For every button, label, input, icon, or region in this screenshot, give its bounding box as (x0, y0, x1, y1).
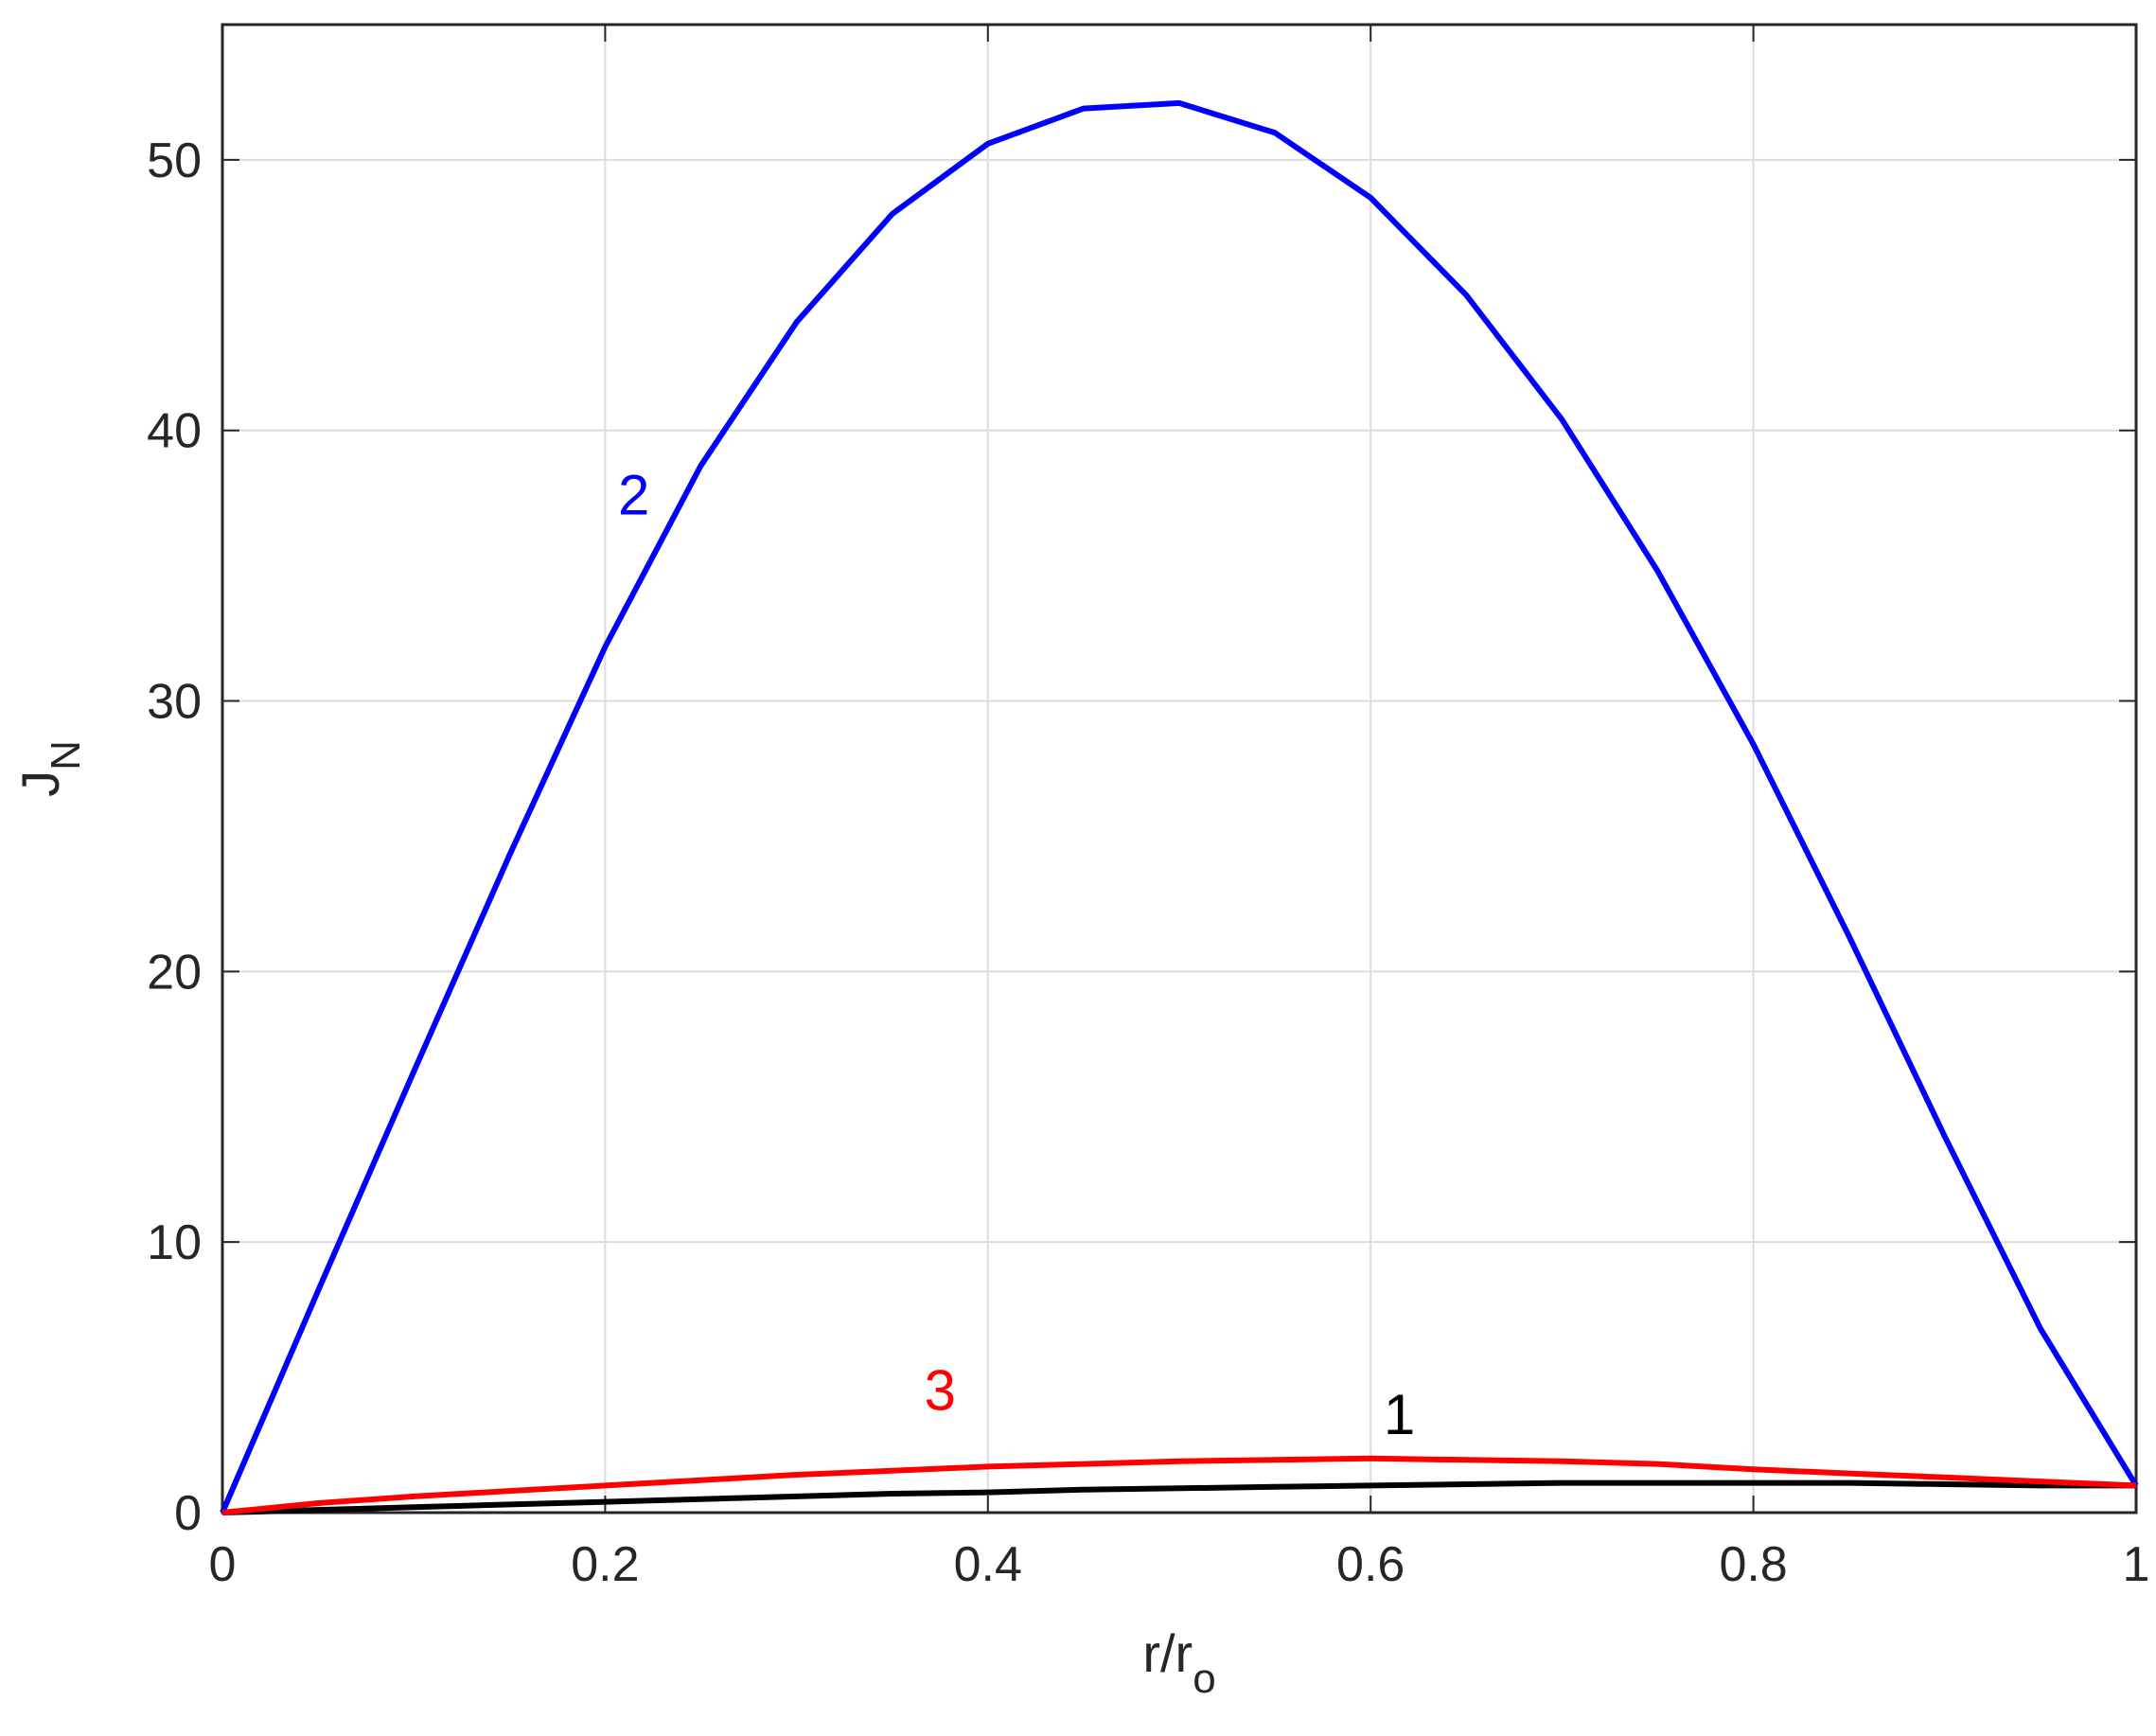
x-tick-label: 0.6 (1336, 1537, 1405, 1592)
y-axis-label-sub: N (43, 740, 89, 771)
x-axis-label-sub: o (1193, 1656, 1215, 1702)
x-axis-label: r/ro (1142, 1623, 1215, 1702)
series-line (220, 99, 2139, 1515)
y-tick-label: 30 (147, 675, 202, 730)
x-tick-label: 0.8 (1719, 1537, 1787, 1592)
y-tick-label: 40 (147, 404, 202, 459)
plot-frame (221, 23, 2138, 1515)
series-line (221, 1479, 2136, 1515)
x-tick-label: 0 (209, 1537, 237, 1592)
annotation: 2 (618, 463, 649, 526)
y-axis-label-text: J (10, 771, 70, 797)
y-axis-label: JN (10, 740, 89, 797)
series-line (221, 1455, 2137, 1515)
x-tick-label: 0.2 (571, 1537, 639, 1592)
y-tick-label: 10 (147, 1215, 202, 1270)
annotation: 1 (1384, 1383, 1415, 1446)
annotation: 3 (925, 1358, 956, 1422)
y-tick-label: 0 (174, 1486, 202, 1541)
y-tick-label: 50 (147, 133, 202, 188)
x-tick-label: 0.4 (954, 1537, 1022, 1592)
y-tick-label: 20 (147, 945, 202, 1000)
x-tick-label: 1 (2123, 1537, 2150, 1592)
x-axis-label-text: r/r (1142, 1623, 1193, 1683)
